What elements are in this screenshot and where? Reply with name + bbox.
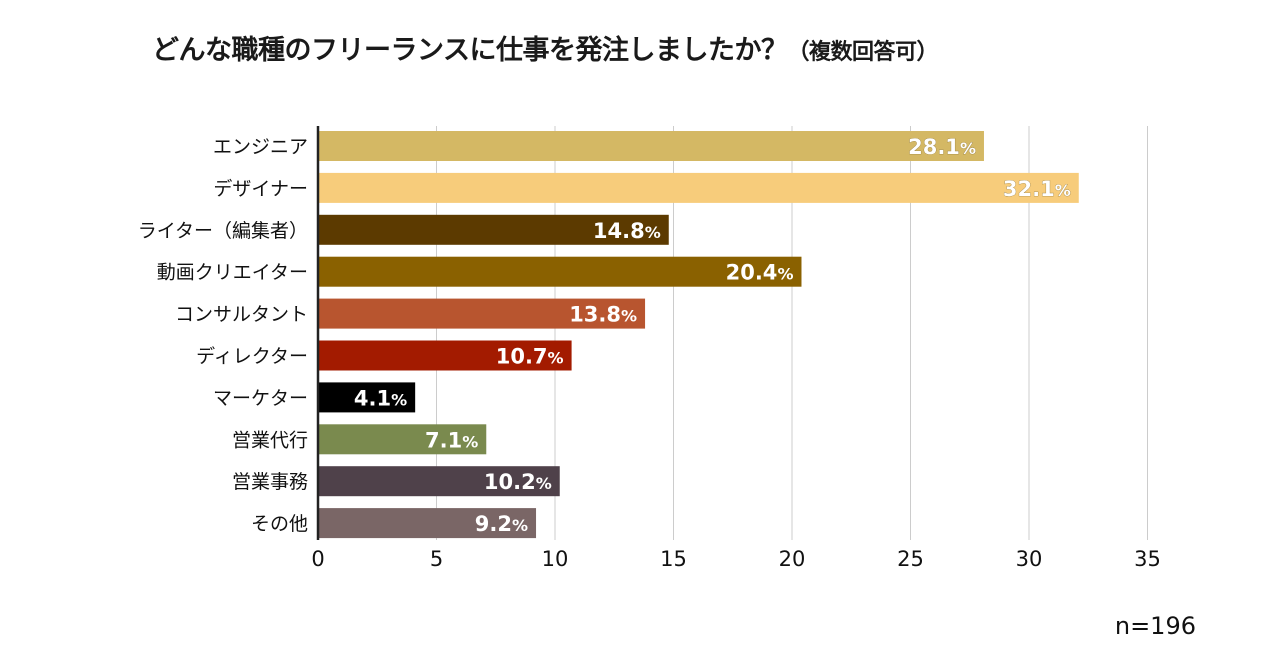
value-label-unit: % — [1055, 181, 1071, 200]
value-label-3: 20.4% — [726, 261, 794, 285]
value-label-1: 32.1% — [1003, 177, 1071, 201]
bar-2 — [318, 214, 669, 245]
chart-title-main: どんな職種のフリーランスに仕事を発注しましたか？ — [152, 35, 788, 66]
value-label-number: 14.8 — [593, 219, 645, 243]
category-label-1: デザイナー — [213, 178, 308, 200]
x-tick-label-25: 25 — [897, 547, 924, 571]
x-tick-label-20: 20 — [779, 547, 806, 571]
category-label-8: 営業事務 — [232, 471, 308, 493]
value-label-2: 14.8% — [593, 219, 661, 243]
x-tick-label-5: 5 — [430, 547, 443, 571]
chart-title: どんな職種のフリーランスに仕事を発注しましたか？（複数回答可） — [152, 28, 938, 67]
value-label-4: 13.8% — [569, 303, 637, 327]
bar-8 — [318, 466, 560, 497]
x-tick-label-30: 30 — [1016, 547, 1043, 571]
value-label-6: 4.1% — [354, 386, 407, 410]
value-label-number: 28.1 — [908, 135, 960, 159]
bar-0 — [318, 131, 984, 161]
chart-title-sub: （複数回答可） — [787, 40, 938, 65]
x-tick-label-10: 10 — [542, 547, 569, 571]
value-label-unit: % — [462, 432, 478, 451]
value-label-number: 4.1 — [354, 386, 391, 410]
value-label-number: 10.7 — [496, 345, 548, 369]
value-label-number: 7.1 — [425, 428, 462, 452]
bar-6 — [318, 382, 416, 413]
sample-size-note: n=196 — [1114, 612, 1196, 640]
value-label-number: 9.2 — [475, 512, 512, 536]
bar-4 — [318, 298, 646, 329]
value-label-number: 32.1 — [1003, 177, 1055, 201]
category-label-2: ライター（編集者） — [138, 220, 308, 242]
value-label-5: 10.7% — [496, 345, 564, 369]
category-label-5: ディレクター — [196, 346, 308, 368]
x-tick-label-0: 0 — [311, 547, 324, 571]
category-label-4: コンサルタント — [175, 304, 308, 326]
value-label-unit: % — [512, 516, 528, 535]
value-label-number: 13.8 — [569, 303, 621, 327]
category-label-9: その他 — [251, 513, 308, 535]
value-label-unit: % — [777, 265, 793, 284]
x-tick-label-15: 15 — [660, 547, 687, 571]
value-label-8: 10.2% — [484, 470, 552, 494]
value-label-0: 28.1% — [908, 135, 976, 159]
x-tick-label-35: 35 — [1134, 547, 1161, 571]
value-label-9: 9.2% — [475, 512, 528, 536]
value-label-unit: % — [548, 349, 564, 368]
value-label-unit: % — [645, 223, 661, 242]
category-label-0: エンジニア — [213, 136, 308, 158]
value-label-number: 10.2 — [484, 470, 536, 494]
value-label-number: 20.4 — [726, 261, 778, 285]
bar-7 — [318, 424, 487, 455]
value-label-unit: % — [960, 139, 976, 158]
bar-5 — [318, 340, 572, 371]
bar-9 — [318, 508, 537, 539]
value-label-7: 7.1% — [425, 428, 478, 452]
category-label-3: 動画クリエイター — [157, 262, 308, 284]
value-label-unit: % — [536, 474, 552, 493]
category-label-6: マーケター — [213, 387, 308, 409]
value-label-unit: % — [391, 390, 407, 409]
value-label-unit: % — [621, 307, 637, 326]
category-label-7: 営業代行 — [232, 429, 308, 451]
bar-3 — [318, 256, 802, 287]
bar-1 — [318, 172, 1079, 203]
